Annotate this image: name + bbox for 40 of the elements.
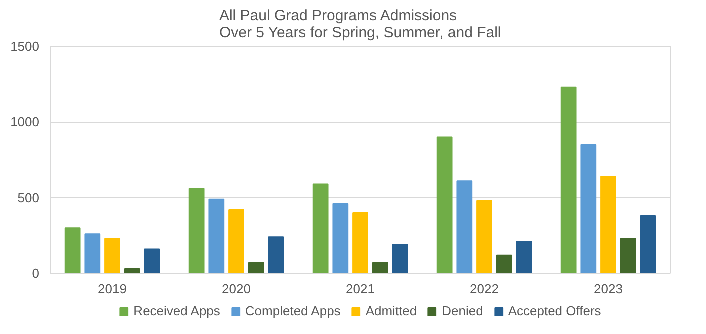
legend-label: Received Apps [134,304,220,318]
legend-label: Admitted [366,304,418,318]
y-tick-label: 1000 [10,114,40,130]
bar [332,203,349,274]
x-tick-label: 2022 [470,282,499,296]
legend-label: Completed Apps [245,304,341,318]
x-tick-label: 2021 [346,282,375,296]
bar [392,244,408,274]
bar [84,234,101,274]
bar [372,262,388,274]
bar [312,184,329,274]
bar [248,262,264,274]
bar [620,238,636,274]
bar [476,200,492,274]
x-tick-label: 2019 [98,282,127,296]
bar [456,180,473,274]
bar [560,86,577,274]
bar [228,209,244,274]
y-tick-label: 500 [18,190,40,206]
bar [640,215,656,274]
x-tick-label: 2020 [222,282,251,296]
x-tick-label: 2023 [594,282,623,296]
y-tick-label: 0 [32,266,40,281]
bar [600,176,616,274]
legend-label: Accepted Offers [508,304,602,318]
chart-title: All Paul Grad Programs Admissions Over 5 Years for Spring, Summer, and Fall [219,8,502,42]
bar [436,136,453,274]
bar [580,144,597,274]
legend-label: Denied [442,304,484,318]
bar [516,241,532,274]
bar [496,254,512,274]
y-tick-label: 1500 [10,39,40,54]
bar [144,248,160,274]
bar [188,188,205,274]
bar [104,238,120,274]
bar [64,228,81,274]
bar [268,236,284,274]
bar [124,268,140,274]
bar [352,212,368,274]
bar [208,198,225,274]
